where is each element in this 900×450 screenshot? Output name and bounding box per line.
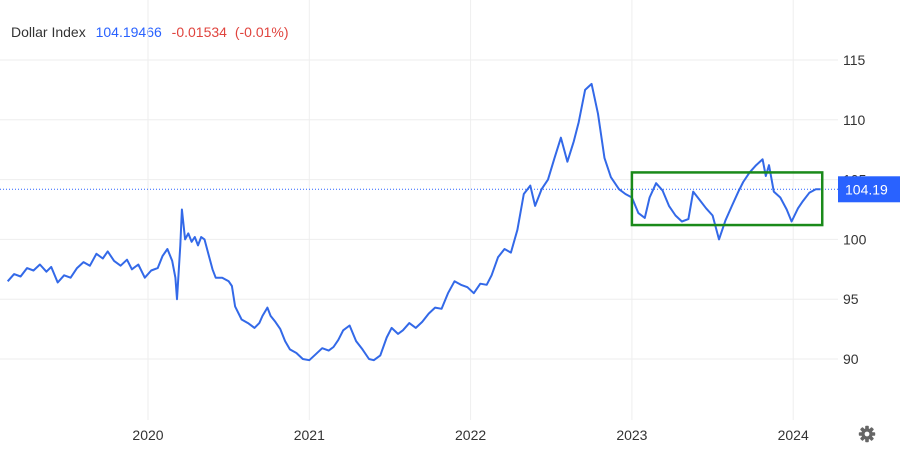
y-tick-label: 90 [843, 351, 859, 367]
x-tick-label: 2020 [132, 427, 163, 443]
x-tick-label: 2022 [455, 427, 486, 443]
settings-button[interactable] [857, 424, 877, 444]
last-price-tag [838, 176, 900, 203]
y-tick-label: 95 [843, 291, 859, 307]
price-change: -0.01534 [171, 24, 227, 40]
gear-icon [858, 425, 876, 443]
chart-header: Dollar Index 104.19466 -0.01534 (-0.01%) [11, 24, 289, 40]
price-change-percent: (-0.01%) [234, 24, 289, 40]
last-price-tag-label: 104.19 [845, 181, 888, 197]
x-tick-label: 2024 [778, 427, 809, 443]
y-tick-label: 100 [843, 231, 867, 247]
last-price: 104.19466 [95, 24, 162, 40]
y-tick-label: 110 [843, 112, 866, 128]
highlight-box [630, 171, 824, 227]
x-tick-label: 2023 [616, 427, 647, 443]
x-tick-label: 2021 [294, 427, 325, 443]
series-line [6, 82, 821, 362]
instrument-name: Dollar Index [11, 24, 86, 40]
y-tick-label: 115 [843, 52, 866, 68]
